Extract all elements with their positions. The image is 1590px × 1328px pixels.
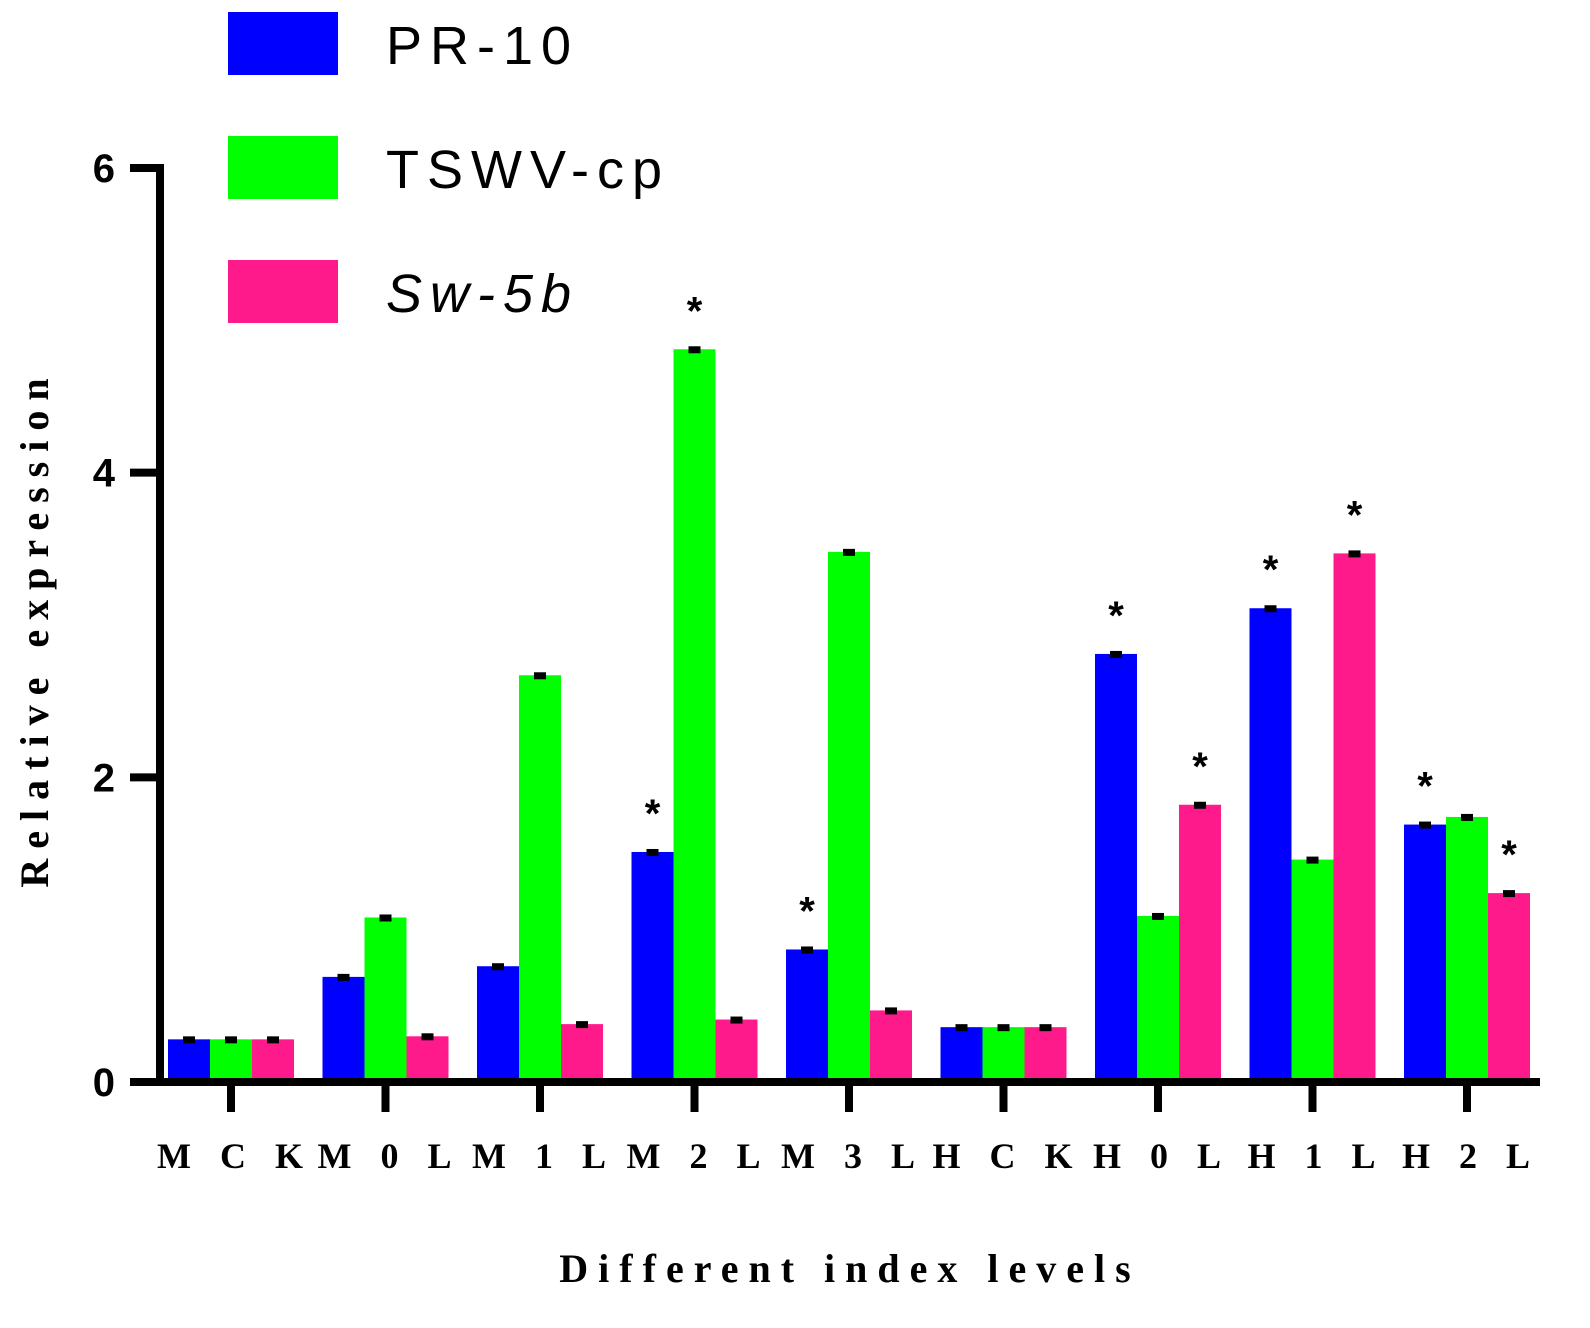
error-cap-3-9 — [1503, 890, 1515, 898]
bar-2-9 — [1446, 816, 1488, 1082]
significance-star-2-4: * — [687, 289, 703, 333]
x-tick-label-9: H 2 L — [1402, 1136, 1540, 1176]
error-cap-2-3 — [534, 672, 546, 680]
error-cap-2-2 — [379, 914, 392, 922]
bar-1-1 — [168, 1039, 210, 1082]
legend-swatch-3 — [228, 260, 338, 323]
error-cap-1-3 — [492, 963, 504, 971]
bar-1-4 — [631, 851, 674, 1082]
error-cap-3-2 — [421, 1033, 434, 1041]
axes — [130, 164, 1540, 1112]
error-cap-3-5 — [885, 1007, 897, 1015]
bar-3-7 — [1179, 804, 1221, 1082]
bar-2-3 — [519, 675, 561, 1082]
error-cap-2-1 — [225, 1036, 237, 1044]
bar-3-4 — [715, 1019, 758, 1082]
bar-1-5 — [786, 949, 828, 1082]
error-cap-3-6 — [1039, 1024, 1052, 1032]
bar-3-5 — [870, 1010, 912, 1082]
error-cap-1-4 — [646, 848, 659, 856]
y-tick-label-2: 2 — [93, 756, 115, 800]
bar-3-6 — [1024, 1027, 1067, 1082]
bar-2-1 — [210, 1039, 252, 1082]
significance-star-1-8: * — [1263, 548, 1279, 592]
error-cap-3-4 — [730, 1016, 743, 1024]
legend-swatch-2 — [228, 136, 338, 199]
error-cap-2-5 — [843, 548, 855, 556]
legend-swatch-1 — [228, 12, 338, 75]
bar-2-4 — [673, 349, 716, 1082]
significance-star-3-8: * — [1347, 493, 1363, 537]
significance-markers: * * * * * * * * * — [645, 289, 1518, 933]
significance-star-1-7: * — [1108, 594, 1124, 638]
x-tick-label-1: M C K — [157, 1136, 313, 1176]
error-cap-3-8 — [1348, 550, 1361, 558]
error-cap-3-3 — [576, 1021, 588, 1029]
legend-label-2: TSWV-cp — [386, 140, 670, 200]
error-cap-1-8 — [1264, 605, 1277, 613]
error-cap-2-8 — [1306, 856, 1319, 864]
bar-2-7 — [1137, 915, 1179, 1082]
bar-3-9 — [1488, 893, 1530, 1082]
bar-2-2 — [364, 917, 407, 1082]
bar-3-1 — [252, 1039, 294, 1082]
x-tick-label-3: M 1 L — [472, 1136, 616, 1176]
legend-label-3: Sw-5b — [386, 264, 579, 324]
bar-1-3 — [477, 966, 519, 1082]
y-tick-label-0: 0 — [93, 1061, 115, 1105]
error-cap-2-7 — [1152, 912, 1164, 920]
error-cap-1-7 — [1110, 650, 1122, 658]
bar-1-6 — [940, 1027, 983, 1082]
bar-1-9 — [1404, 824, 1446, 1082]
bar-3-3 — [561, 1024, 603, 1082]
significance-star-3-9: * — [1501, 833, 1517, 877]
error-cap-1-9 — [1419, 821, 1431, 829]
error-cap-1-2 — [337, 973, 350, 981]
y-tick-label-6: 6 — [93, 147, 115, 191]
x-tick-label-7: H 0 L — [1093, 1136, 1231, 1176]
legend-label-1: PR-10 — [386, 16, 579, 76]
bar-2-6 — [982, 1027, 1025, 1082]
significance-star-1-9: * — [1417, 765, 1433, 809]
error-cap-2-6 — [997, 1024, 1010, 1032]
x-tick-label-4: M 2 L — [627, 1136, 771, 1176]
y-axis-title: Relative expression — [12, 368, 57, 887]
x-tick-label-8: H 1 L — [1247, 1136, 1385, 1176]
x-axis-title: Different index levels — [559, 1246, 1140, 1291]
bar-2-8 — [1291, 859, 1334, 1082]
bar-1-7 — [1095, 653, 1137, 1082]
x-tick-label-2: M 0 L — [318, 1136, 462, 1176]
significance-star-1-5: * — [799, 889, 815, 933]
x-tick-label-6: H C K — [932, 1136, 1082, 1176]
error-cap-1-6 — [955, 1024, 968, 1032]
y-tick-label-4: 4 — [93, 452, 116, 496]
error-cap-1-1 — [183, 1036, 195, 1044]
bar-3-8 — [1333, 553, 1376, 1082]
error-cap-2-4 — [688, 346, 701, 354]
bar-2-5 — [828, 551, 870, 1082]
bar-1-8 — [1249, 608, 1292, 1082]
bar-1-2 — [322, 976, 365, 1082]
error-cap-1-5 — [801, 946, 813, 954]
significance-star-1-4: * — [645, 792, 661, 836]
legend: PR-10 TSWV-cp Sw-5b — [228, 12, 670, 324]
error-cap-3-7 — [1194, 801, 1206, 809]
significance-star-3-7: * — [1192, 745, 1208, 789]
error-bars — [183, 346, 1515, 1044]
error-cap-3-1 — [267, 1036, 279, 1044]
error-cap-2-9 — [1461, 813, 1473, 821]
bars — [168, 349, 1530, 1082]
x-tick-label-5: M 3 L — [781, 1136, 925, 1176]
bar-3-2 — [406, 1036, 449, 1082]
